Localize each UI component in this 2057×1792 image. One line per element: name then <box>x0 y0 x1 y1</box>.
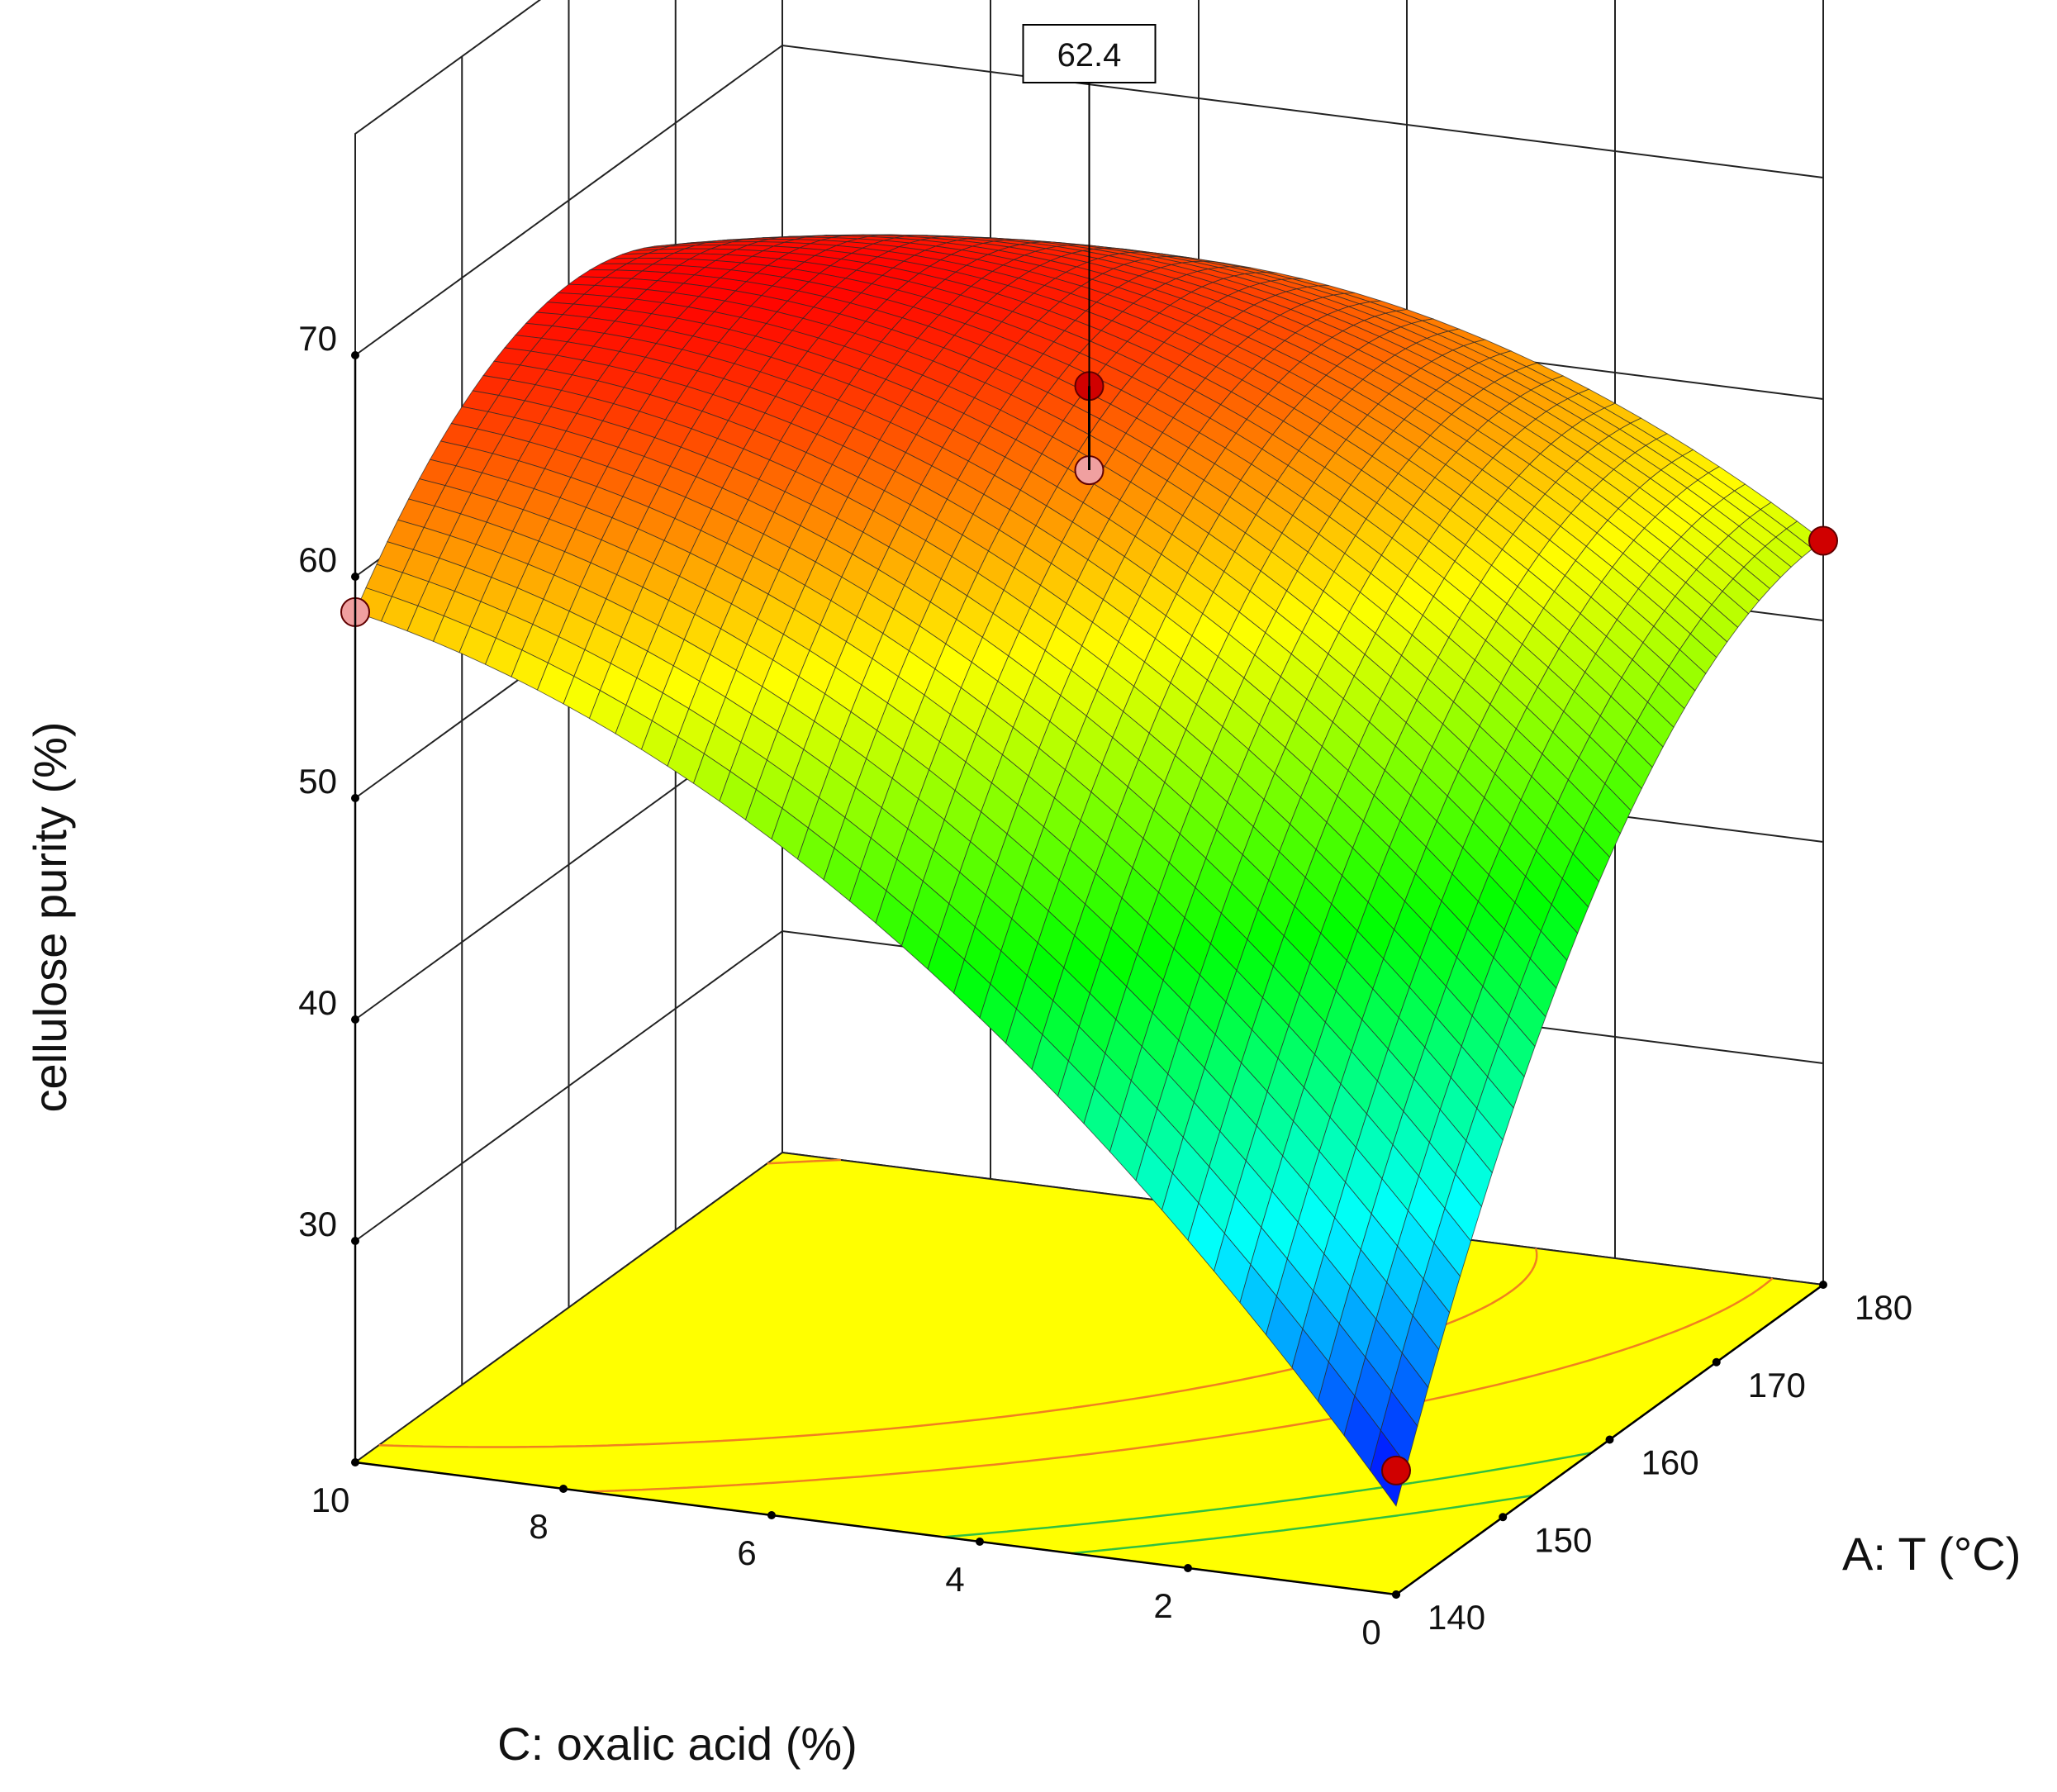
design-point <box>1808 525 1838 556</box>
response-surface <box>354 234 1824 1507</box>
x-tick-mark <box>559 1485 568 1493</box>
y-tick-label: 140 <box>1428 1598 1485 1637</box>
z-tick-mark <box>351 351 359 359</box>
z-tick-label: 60 <box>298 540 337 579</box>
contour-line <box>587 1277 1774 1493</box>
y-tick-label: 160 <box>1641 1443 1699 1482</box>
x-tick-label: 4 <box>945 1560 964 1599</box>
x-tick-label: 10 <box>311 1481 350 1519</box>
z-tick-label: 30 <box>298 1205 337 1243</box>
z-tick-mark <box>351 1015 359 1024</box>
x-tick-mark <box>767 1511 776 1519</box>
x-axis-line <box>354 1461 1397 1596</box>
z-tick-mark <box>351 573 359 581</box>
z-axis-title: cellulose purity (%) <box>24 721 76 1112</box>
z-tick-label: 50 <box>298 762 337 801</box>
z-tick-label: 40 <box>298 983 337 1022</box>
y-tick-mark <box>1392 1590 1400 1599</box>
y-tick-label: 180 <box>1855 1288 1912 1327</box>
z-tick-mark <box>351 794 359 802</box>
y-tick-mark <box>1712 1357 1721 1367</box>
contour-line <box>943 1452 1592 1538</box>
design-point <box>1381 1455 1411 1485</box>
floor-contours <box>378 1158 1774 1555</box>
y-tick-label: 150 <box>1534 1520 1592 1559</box>
callout: 62.4 <box>1022 24 1157 435</box>
z-tick-label: 70 <box>298 319 337 358</box>
y-tick-label: 170 <box>1748 1366 1806 1405</box>
y-tick-mark <box>1499 1513 1508 1522</box>
x-tick-mark <box>351 1458 359 1466</box>
y-axis-title: A: T (°C) <box>1842 1528 2021 1580</box>
axes: 30 40 50 60 70 0 2 4 6 8 10 140 150 160 170 180 <box>298 319 1912 1652</box>
y-tick-mark <box>1605 1435 1614 1444</box>
y-tick-mark <box>1819 1281 1827 1289</box>
x-tick-mark <box>1184 1564 1192 1572</box>
x-tick-mark <box>976 1538 984 1546</box>
callout-label: 62.4 <box>1057 37 1122 74</box>
floor-plane-fill <box>353 1151 1826 1596</box>
x-tick-label: 6 <box>737 1533 756 1572</box>
x-tick-label: 2 <box>1153 1586 1172 1625</box>
x-tick-label: 0 <box>1361 1613 1380 1652</box>
z-tick-mark <box>351 1237 359 1245</box>
floor-plane <box>353 1151 1826 1596</box>
x-axis-title: C: oxalic acid (%) <box>497 1718 857 1770</box>
x-tick-label: 8 <box>529 1507 548 1546</box>
contour-line <box>1071 1494 1533 1555</box>
